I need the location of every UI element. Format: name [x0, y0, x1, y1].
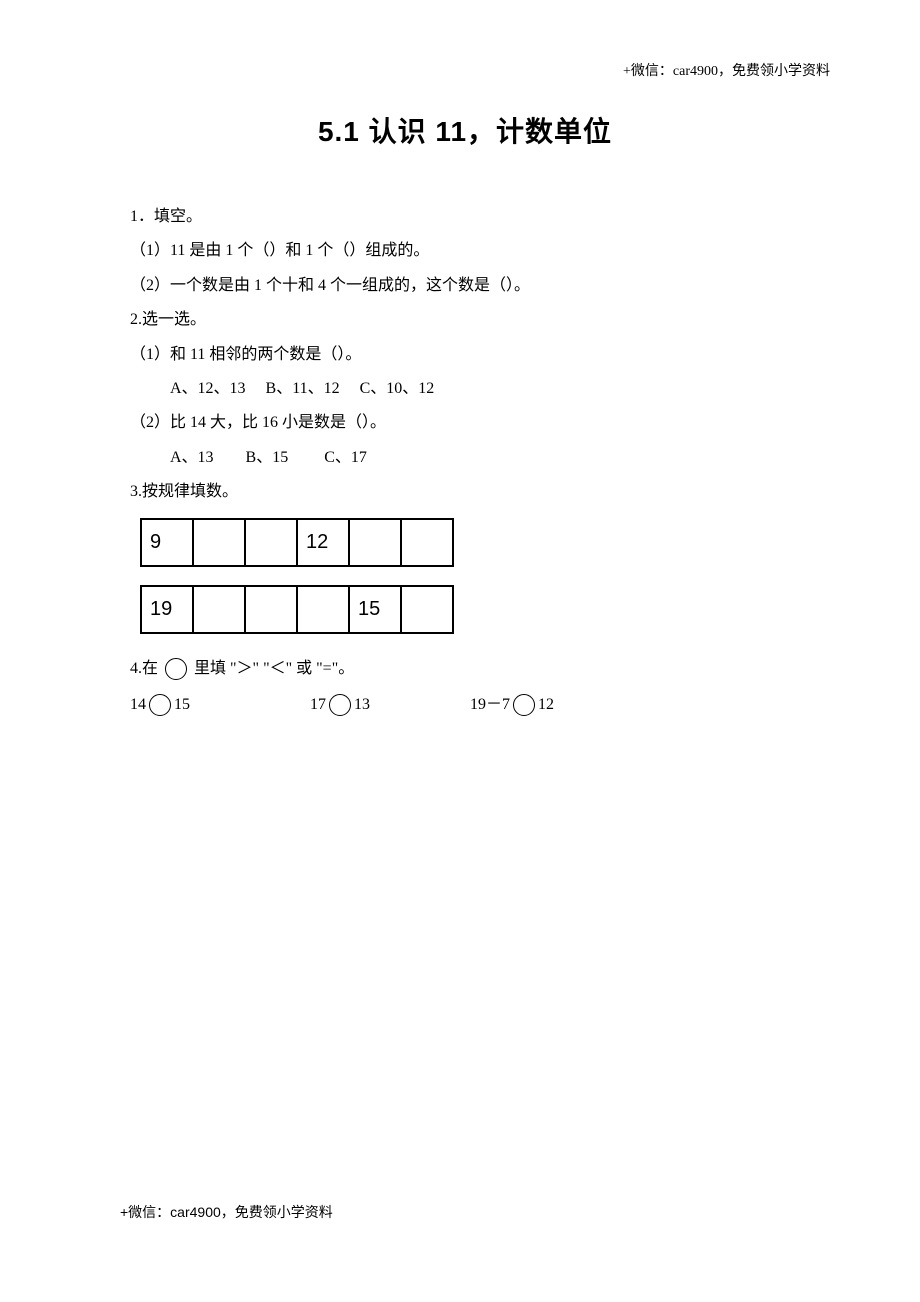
q3-t2-cell — [193, 586, 245, 633]
q3-t2-cell — [245, 586, 297, 633]
q1-heading: 1．填空。 — [130, 200, 800, 234]
circle-icon — [165, 658, 187, 680]
q3-table1: 9 12 — [140, 518, 454, 567]
circle-icon — [513, 694, 535, 716]
q4-group3: 19－7 12 — [470, 688, 554, 722]
q4-heading-suffix: 里填 "＞" "＜" 或 "="。 — [194, 652, 354, 686]
q1-sub1: （1）11 是由 1 个（）和 1 个（）组成的。 — [130, 234, 800, 268]
q4-g2-left: 17 — [310, 688, 326, 722]
q3-t1-cell — [401, 519, 453, 566]
q2-sub2: （2）比 14 大，比 16 小是数是（）。 — [130, 406, 800, 440]
q3-t1-cell: 12 — [297, 519, 349, 566]
q3-t1-cell — [245, 519, 297, 566]
q4-heading: 4.在 里填 "＞" "＜" 或 "="。 — [130, 652, 800, 686]
page-title: 5.1 认识 11，计数单位 — [130, 110, 800, 150]
q3-table2: 19 15 — [140, 585, 454, 634]
q3-t2-cell: 19 — [141, 586, 193, 633]
q3-t1-cell — [193, 519, 245, 566]
q4-g2-right: 13 — [354, 688, 370, 722]
q2-heading: 2.选一选。 — [130, 303, 800, 337]
q3-heading: 3.按规律填数。 — [130, 475, 800, 509]
header-note: +微信：car4900，免费领小学资料 — [130, 60, 830, 80]
circle-icon — [149, 694, 171, 716]
q4-row: 14 15 17 13 19－7 12 — [130, 688, 800, 722]
q4-g3-right: 12 — [538, 688, 554, 722]
content-body: 1．填空。 （1）11 是由 1 个（）和 1 个（）组成的。 （2）一个数是由… — [130, 200, 800, 722]
q4-g1-right: 15 — [174, 688, 190, 722]
q3-t2-cell — [401, 586, 453, 633]
q3-t2-cell — [297, 586, 349, 633]
q4-group2: 17 13 — [310, 688, 370, 722]
q3-t1-cell — [349, 519, 401, 566]
q4-g1-left: 14 — [130, 688, 146, 722]
footer-note: +微信：car4900，免费领小学资料 — [120, 1202, 333, 1222]
q2-sub1-choices: A、12、13 B、11、12 C、10、12 — [130, 372, 800, 406]
q1-sub2: （2）一个数是由 1 个十和 4 个一组成的，这个数是（）。 — [130, 269, 800, 303]
q3-t1-cell: 9 — [141, 519, 193, 566]
q2-sub2-choices: A、13 B、15 C、17 — [130, 441, 800, 475]
q4-group1: 14 15 — [130, 688, 190, 722]
q4-g3-left: 19－7 — [470, 688, 510, 722]
circle-icon — [329, 694, 351, 716]
q2-sub1: （1）和 11 相邻的两个数是（）。 — [130, 338, 800, 372]
q3-t2-cell: 15 — [349, 586, 401, 633]
q4-heading-prefix: 4.在 — [130, 652, 158, 686]
